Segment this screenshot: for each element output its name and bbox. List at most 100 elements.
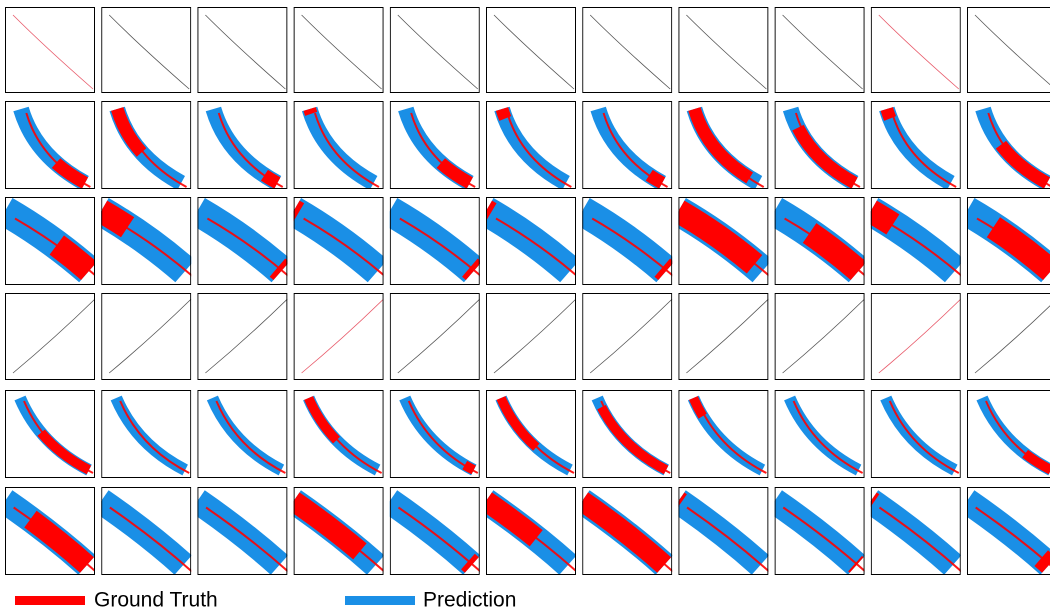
cell-border bbox=[487, 294, 576, 380]
result-cell bbox=[487, 8, 576, 93]
legend-swatch bbox=[345, 596, 415, 605]
curve bbox=[205, 15, 285, 89]
curve bbox=[494, 15, 574, 89]
result-cell bbox=[967, 488, 1050, 575]
result-cell bbox=[390, 102, 479, 189]
result-cell bbox=[871, 391, 960, 478]
result-cell bbox=[5, 488, 96, 575]
curve bbox=[302, 15, 382, 89]
result-cell bbox=[198, 102, 287, 189]
curve bbox=[783, 15, 863, 89]
result-cell bbox=[775, 8, 864, 93]
result-cell bbox=[198, 294, 288, 380]
cell-border bbox=[679, 294, 768, 380]
cell-border bbox=[294, 294, 383, 380]
prediction-shape bbox=[212, 398, 281, 470]
result-cell bbox=[678, 198, 772, 285]
result-cell bbox=[582, 488, 673, 575]
prediction-shape bbox=[405, 398, 474, 470]
result-cell bbox=[101, 488, 192, 575]
result-cell bbox=[583, 8, 672, 93]
result-cell bbox=[197, 488, 288, 575]
result-cell bbox=[294, 102, 383, 189]
cell-border bbox=[390, 294, 479, 380]
cell-border bbox=[6, 294, 95, 380]
result-cell bbox=[679, 8, 768, 93]
result-cell bbox=[6, 294, 96, 380]
curve bbox=[686, 299, 768, 373]
result-cell bbox=[775, 391, 864, 478]
curve bbox=[975, 15, 1050, 89]
result-cell bbox=[679, 102, 768, 189]
curve bbox=[205, 299, 287, 373]
legend-label: Prediction bbox=[423, 589, 516, 612]
ground-truth-region bbox=[582, 501, 664, 565]
result-cell bbox=[871, 102, 960, 189]
result-cell bbox=[968, 294, 1050, 380]
result-cell bbox=[871, 198, 965, 285]
result-cell bbox=[294, 294, 384, 380]
result-cell bbox=[197, 198, 291, 285]
result-cell bbox=[6, 391, 95, 478]
curve bbox=[13, 299, 95, 373]
legend-label: Ground Truth bbox=[94, 589, 218, 612]
prediction-shape bbox=[116, 398, 185, 470]
prediction-shape bbox=[790, 398, 859, 470]
result-cell bbox=[487, 391, 576, 478]
figure: Ground Truth Prediction bbox=[0, 0, 1050, 612]
result-cell bbox=[871, 294, 961, 380]
curve bbox=[879, 15, 959, 89]
result-cell bbox=[583, 294, 673, 380]
prediction-shape bbox=[310, 109, 374, 183]
curve bbox=[302, 299, 384, 373]
result-cell bbox=[102, 391, 191, 478]
cell-border bbox=[583, 294, 672, 380]
result-cell bbox=[968, 102, 1050, 189]
result-cell bbox=[582, 198, 676, 285]
result-cell bbox=[679, 294, 769, 380]
prediction-shape bbox=[887, 109, 951, 183]
result-cell bbox=[486, 198, 580, 285]
result-cell bbox=[871, 488, 962, 575]
curve bbox=[494, 299, 576, 373]
result-cell bbox=[198, 391, 287, 478]
result-cell bbox=[6, 8, 95, 93]
result-cell bbox=[294, 198, 388, 285]
curve bbox=[590, 299, 672, 373]
cell-border bbox=[871, 294, 960, 380]
result-cell bbox=[198, 8, 287, 93]
result-cell bbox=[390, 488, 481, 575]
cell-border bbox=[968, 294, 1050, 380]
result-cell bbox=[487, 102, 576, 189]
result-cell bbox=[486, 488, 577, 575]
cell-border bbox=[775, 294, 864, 380]
result-cell bbox=[968, 391, 1050, 478]
result-cell bbox=[390, 391, 479, 478]
prediction-shape bbox=[502, 109, 566, 183]
result-cell bbox=[390, 294, 480, 380]
result-cell bbox=[679, 391, 768, 478]
result-cell bbox=[390, 198, 484, 285]
curve bbox=[13, 15, 93, 89]
result-cell bbox=[5, 198, 99, 285]
curve bbox=[109, 15, 189, 89]
result-cell bbox=[487, 294, 577, 380]
result-cell bbox=[294, 391, 383, 478]
curve bbox=[590, 15, 670, 89]
curve bbox=[879, 299, 961, 373]
curve bbox=[398, 299, 480, 373]
curve bbox=[109, 299, 191, 373]
curve bbox=[783, 299, 865, 373]
result-grid bbox=[5, 8, 1050, 575]
cell-border bbox=[198, 294, 287, 380]
legend-swatch bbox=[15, 596, 85, 605]
result-cell bbox=[775, 198, 869, 285]
result-cell bbox=[775, 294, 865, 380]
result-cell bbox=[294, 488, 385, 575]
result-cell bbox=[775, 102, 864, 189]
result-cell bbox=[871, 8, 960, 93]
ground-truth-region bbox=[597, 398, 666, 470]
result-cell bbox=[583, 391, 672, 478]
curve bbox=[975, 299, 1050, 373]
curve bbox=[686, 15, 766, 89]
